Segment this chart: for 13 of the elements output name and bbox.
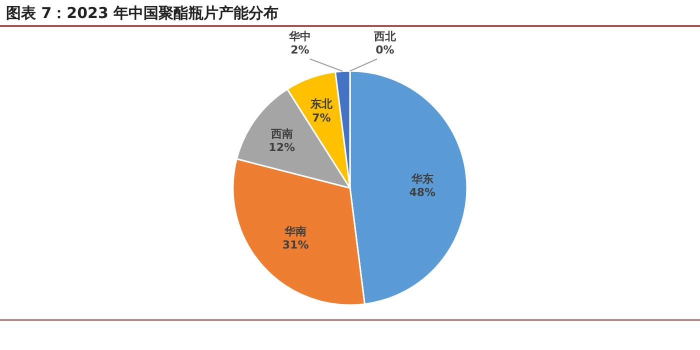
data-label: 2% bbox=[290, 44, 310, 57]
data-label: 7% bbox=[312, 111, 331, 124]
chart-title: 图表 7：2023 年中国聚酯瓶片产能分布 bbox=[6, 4, 279, 22]
data-label: 31% bbox=[282, 238, 309, 252]
slice-label: 西南 bbox=[270, 127, 293, 140]
slice-label: 东北 bbox=[309, 98, 334, 111]
data-label: 12% bbox=[268, 141, 296, 154]
data-label: 48% bbox=[409, 186, 436, 200]
category-label: 西北 bbox=[374, 30, 396, 43]
text: 0% bbox=[376, 44, 394, 57]
slice-label: 华中 bbox=[288, 30, 311, 43]
slice-label: 华南 bbox=[284, 224, 307, 238]
slice-label: 华东 bbox=[410, 172, 434, 186]
